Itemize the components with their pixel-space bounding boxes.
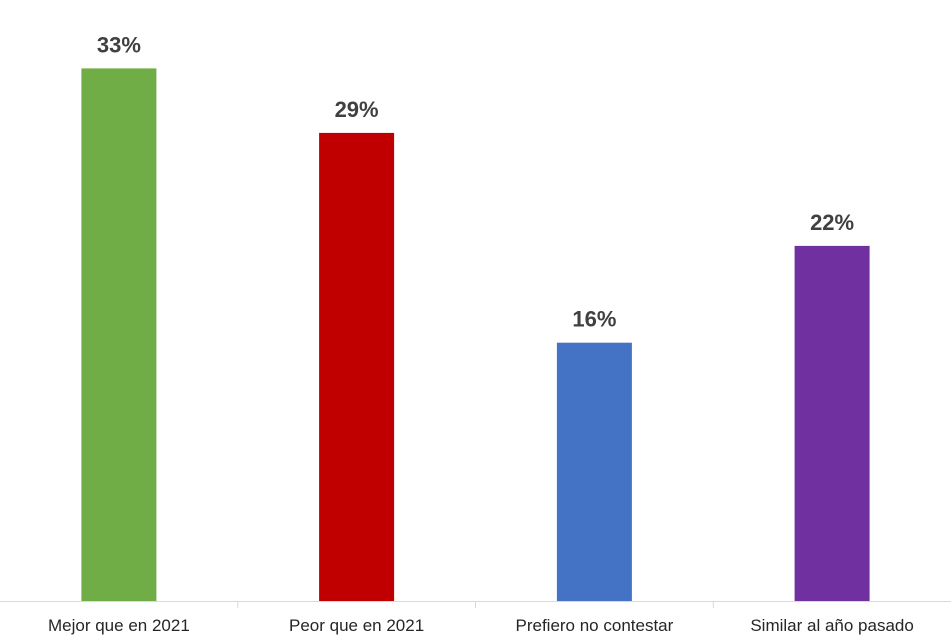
bar-4 — [794, 245, 870, 601]
data-label-2: 29% — [335, 97, 379, 122]
x-tick-label-4: Similar al año pasado — [750, 616, 913, 635]
data-label-1: 33% — [97, 32, 141, 57]
x-tick-label-1: Mejor que en 2021 — [48, 616, 190, 635]
bar-2 — [319, 132, 395, 601]
data-label-4: 22% — [810, 210, 854, 235]
x-axis: Mejor que en 2021 Peor que en 2021 Prefier… — [0, 601, 951, 635]
x-tick-label-2: Peor que en 2021 — [289, 616, 424, 635]
x-tick-label-3: Prefiero no contestar — [515, 616, 673, 635]
bar-3 — [556, 342, 632, 601]
bars-layer — [81, 68, 870, 601]
bar-1 — [81, 68, 157, 601]
data-labels-layer: 33% 29% 16% 22% — [97, 32, 854, 331]
data-label-3: 16% — [572, 307, 616, 332]
